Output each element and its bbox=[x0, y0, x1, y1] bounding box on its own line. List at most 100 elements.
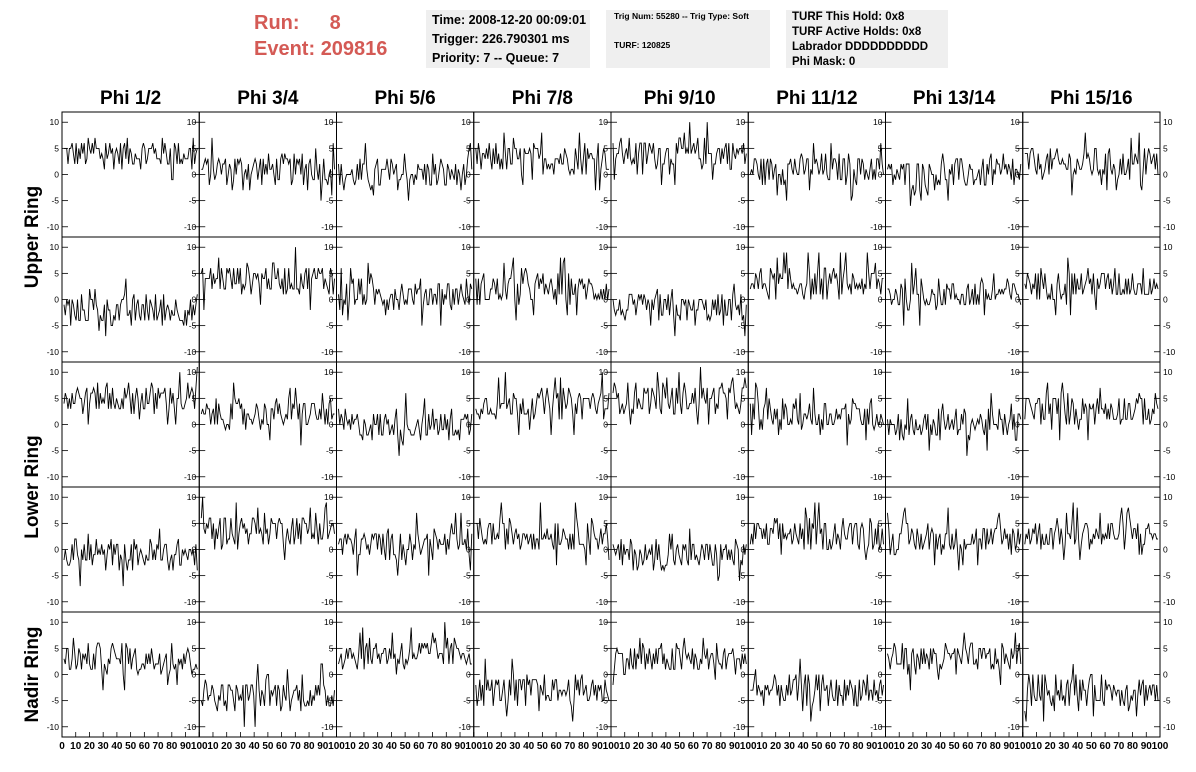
y-tick-label: -10 bbox=[184, 347, 197, 357]
y-tick-label: 10 bbox=[50, 617, 60, 627]
y-tick-label: 0 bbox=[329, 295, 334, 305]
y-tick-label: -10 bbox=[870, 222, 883, 232]
waveform-trace bbox=[612, 122, 747, 186]
panel-frame bbox=[747, 611, 886, 738]
waveform-trace bbox=[63, 637, 198, 691]
y-tick-label: 0 bbox=[192, 295, 197, 305]
waveform-trace bbox=[200, 497, 335, 561]
y-tick-label: 0 bbox=[466, 545, 471, 555]
y-tick-label: 10 bbox=[873, 242, 883, 252]
y-tick-label: 10 bbox=[324, 117, 334, 127]
y-tick-label: 10 bbox=[187, 367, 197, 377]
x-tick-label: 60 bbox=[139, 741, 151, 752]
x-tick-label: 30 bbox=[647, 741, 659, 752]
y-tick-label: -10 bbox=[1163, 722, 1176, 732]
y-tick-label: 10 bbox=[736, 492, 746, 502]
y-tick-label: 10 bbox=[187, 242, 197, 252]
y-tick-label: -5 bbox=[738, 321, 746, 331]
y-tick-label: 10 bbox=[1163, 617, 1173, 627]
y-tick-label: -5 bbox=[51, 696, 59, 706]
x-tick-label: 60 bbox=[276, 741, 288, 752]
waveform-panel: -10 -5 0 5 10 bbox=[870, 361, 1024, 488]
waveform-panel: -10 -5 0 5 10 bbox=[184, 486, 337, 613]
y-tick-label: 10 bbox=[461, 617, 471, 627]
x-tick-label: 10 bbox=[207, 741, 219, 752]
y-tick-label: 0 bbox=[878, 170, 883, 180]
y-tick-label: 0 bbox=[329, 170, 334, 180]
x-tick-label: 20 bbox=[358, 741, 370, 752]
y-tick-label: 10 bbox=[324, 367, 334, 377]
y-tick-label: 10 bbox=[324, 492, 334, 502]
waveform-panel: -10 -5 0 5 10 bbox=[733, 486, 886, 613]
x-tick-label: 20 bbox=[633, 741, 645, 752]
column-header: Phi 3/4 bbox=[237, 88, 299, 109]
y-tick-label: -10 bbox=[733, 722, 746, 732]
waveform-panel: -10 -5 0 5 10 bbox=[47, 111, 200, 238]
x-tick-label: 90 bbox=[729, 741, 741, 752]
waveform-trace bbox=[749, 143, 884, 201]
panel-frame bbox=[336, 486, 475, 613]
y-tick-label: -10 bbox=[458, 722, 471, 732]
y-tick-label: 10 bbox=[1010, 242, 1020, 252]
waveform-trace bbox=[201, 137, 335, 201]
y-tick-label: 0 bbox=[329, 545, 334, 555]
waveform-trace bbox=[475, 658, 610, 722]
y-tick-label: -5 bbox=[326, 321, 334, 331]
y-tick-label: -10 bbox=[1163, 597, 1176, 607]
x-tick-label: 30 bbox=[509, 741, 521, 752]
y-tick-label: -10 bbox=[184, 222, 197, 232]
y-tick-label: 5 bbox=[329, 643, 334, 653]
y-tick-label: 10 bbox=[599, 242, 609, 252]
y-tick-label: 0 bbox=[192, 420, 197, 430]
y-tick-label: 0 bbox=[1015, 670, 1020, 680]
y-tick-label: -5 bbox=[189, 446, 197, 456]
y-tick-label: 10 bbox=[50, 492, 60, 502]
x-tick-label: 30 bbox=[784, 741, 796, 752]
waveform-panel: -10 -5 0 5 10 bbox=[321, 486, 475, 613]
x-tick-label: 50 bbox=[400, 741, 412, 752]
y-tick-label: 0 bbox=[329, 420, 334, 430]
y-tick-label: -10 bbox=[1007, 472, 1020, 482]
y-tick-label: -10 bbox=[321, 597, 334, 607]
y-tick-label: 0 bbox=[192, 170, 197, 180]
y-tick-label: 5 bbox=[1015, 143, 1020, 153]
y-tick-label: -5 bbox=[1012, 571, 1020, 581]
y-tick-label: 0 bbox=[54, 545, 59, 555]
y-tick-label: 10 bbox=[736, 367, 746, 377]
y-tick-label: 0 bbox=[1015, 295, 1020, 305]
y-tick-label: 10 bbox=[736, 617, 746, 627]
y-tick-label: 5 bbox=[1015, 393, 1020, 403]
x-tick-label: 60 bbox=[825, 741, 837, 752]
y-tick-label: 0 bbox=[878, 420, 883, 430]
waveform-trace bbox=[338, 393, 473, 456]
y-tick-label: 0 bbox=[54, 170, 59, 180]
y-tick-label: 0 bbox=[1163, 170, 1168, 180]
waveform-trace bbox=[63, 278, 198, 337]
y-tick-label: -5 bbox=[189, 696, 197, 706]
y-tick-label: 0 bbox=[1163, 670, 1168, 680]
waveform-panel: -10 -5 0 5 10 bbox=[596, 111, 749, 238]
y-tick-label: 10 bbox=[1010, 117, 1020, 127]
x-tick-label: 10 bbox=[70, 741, 82, 752]
y-tick-label: 10 bbox=[324, 617, 334, 627]
turf-hold-line: TURF This Hold: 0x8 bbox=[792, 11, 905, 23]
y-tick-label: 5 bbox=[741, 393, 746, 403]
panel-frame bbox=[1022, 236, 1161, 363]
x-tick-label: 80 bbox=[303, 741, 315, 752]
waveform-panel: -10 -5 0 5 10 bbox=[458, 111, 612, 238]
panel-frame bbox=[473, 236, 612, 363]
panel-frame bbox=[61, 236, 200, 363]
y-tick-label: 0 bbox=[603, 545, 608, 555]
waveform-panel: -10 -5 0 5 10 bbox=[596, 486, 749, 613]
y-tick-label: 10 bbox=[1163, 117, 1173, 127]
panel-frame bbox=[610, 486, 749, 613]
y-tick-label: 5 bbox=[741, 268, 746, 278]
waveform-panel: -10 -5 0 5 10 bbox=[184, 111, 337, 238]
waveform-panel: -10 -5 0 5 10 bbox=[458, 486, 612, 613]
waveform-trace bbox=[612, 528, 747, 582]
panel-frame bbox=[61, 611, 200, 738]
x-tick-label: 90 bbox=[1141, 741, 1153, 752]
